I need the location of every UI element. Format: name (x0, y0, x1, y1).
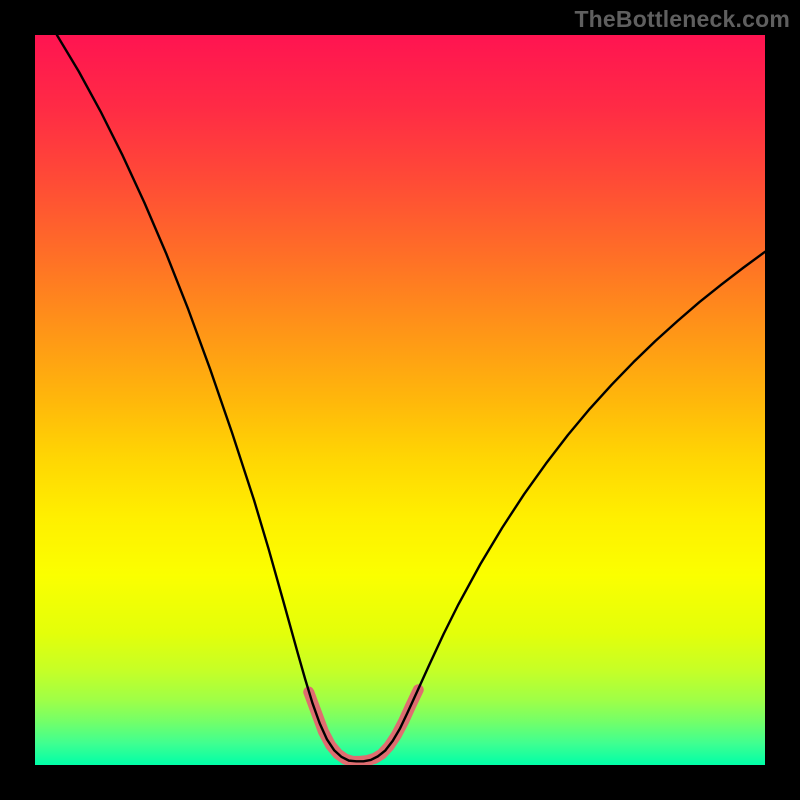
watermark-text: TheBottleneck.com (574, 6, 790, 33)
chart-svg (35, 35, 765, 765)
canvas: TheBottleneck.com (0, 0, 800, 800)
plot-area (35, 35, 765, 765)
bottleneck-curve (57, 35, 765, 761)
